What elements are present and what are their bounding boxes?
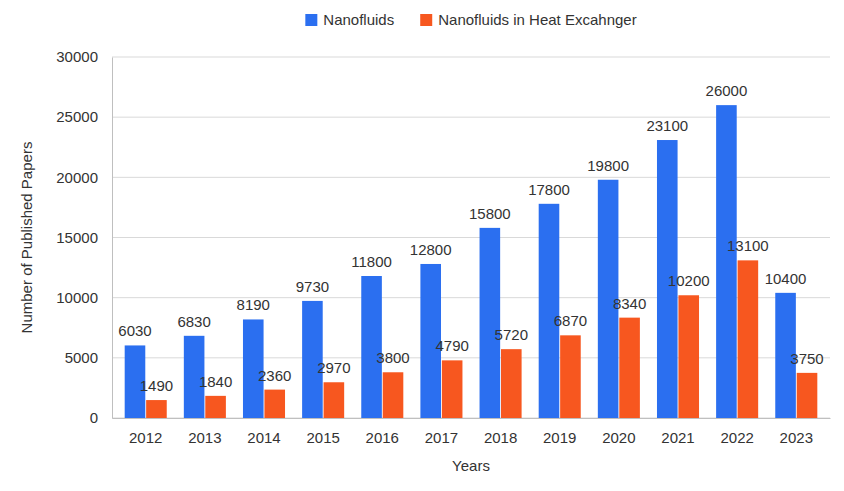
x-tick-label: 2015 <box>306 429 339 446</box>
data-label: 6030 <box>118 322 151 339</box>
x-tick: 2013 <box>188 418 221 446</box>
legend-label: Nanofluids in Heat Excahnger <box>438 11 636 28</box>
data-label: 10400 <box>765 270 807 287</box>
bar <box>560 335 581 418</box>
y-tick: 20000 <box>56 169 112 186</box>
legend-item: Nanofluids in Heat Excahnger <box>420 11 636 28</box>
legend-swatch <box>305 14 317 26</box>
x-tick: 2022 <box>720 418 753 446</box>
bar <box>361 276 382 418</box>
data-label: 15800 <box>469 205 511 222</box>
y-tick: 5000 <box>65 349 112 366</box>
legend-swatch <box>420 14 432 26</box>
bar <box>539 204 560 418</box>
data-label: 6870 <box>554 312 587 329</box>
x-tick: 2017 <box>425 418 458 446</box>
data-label: 13100 <box>727 237 769 254</box>
data-label: 23100 <box>646 117 688 134</box>
y-tick-label: 5000 <box>65 349 98 366</box>
x-axis-title: Years <box>452 457 490 474</box>
x-tick-label: 2014 <box>247 429 280 446</box>
y-axis: 0 5000 10000 15000 20000 25000 30000 <box>56 48 112 426</box>
x-tick-label: 2013 <box>188 429 221 446</box>
data-label: 1490 <box>140 377 173 394</box>
y-tick-label: 10000 <box>56 289 98 306</box>
x-tick-label: 2018 <box>484 429 517 446</box>
bar <box>738 260 759 418</box>
data-label: 19800 <box>587 157 629 174</box>
data-label: 9730 <box>296 278 329 295</box>
bar <box>264 390 285 418</box>
x-axis: 2012 2013 2014 2015 2016 2017 2018 2019 2020 2021… <box>113 418 831 446</box>
x-tick-label: 2016 <box>366 429 399 446</box>
y-tick: 30000 <box>56 48 112 65</box>
bar <box>442 360 463 418</box>
y-axis-line <box>112 58 113 419</box>
data-label: 3750 <box>790 350 823 367</box>
x-tick: 2018 <box>484 418 517 446</box>
x-tick: 2016 <box>366 418 399 446</box>
data-label: 8190 <box>237 296 270 313</box>
x-tick-label: 2023 <box>780 429 813 446</box>
y-axis-title: Number of Published Papers <box>18 142 35 334</box>
data-labels: 6030 6830 8190 9730 11800 12800 15800 17800 1980… <box>118 82 823 394</box>
data-label: 26000 <box>706 82 748 99</box>
x-tick-label: 2012 <box>129 429 162 446</box>
data-label: 8340 <box>613 295 646 312</box>
bar <box>324 382 345 418</box>
x-tick: 2012 <box>129 418 162 446</box>
bar <box>501 349 522 418</box>
chart: 0500010000150002000025000300002012201320… <box>0 0 844 491</box>
bar <box>716 105 737 418</box>
data-label: 10200 <box>668 272 710 289</box>
x-tick-label: 2017 <box>425 429 458 446</box>
bar <box>480 228 501 418</box>
legend-item: Nanofluids <box>305 11 394 28</box>
y-tick-label: 15000 <box>56 229 98 246</box>
y-tick: 25000 <box>56 108 112 125</box>
y-tick-label: 0 <box>90 409 98 426</box>
x-tick: 2015 <box>306 418 339 446</box>
bar <box>678 295 699 418</box>
x-tick: 2021 <box>661 418 694 446</box>
data-label: 2970 <box>317 359 350 376</box>
bar <box>619 318 640 418</box>
bars <box>125 105 818 418</box>
x-tick-label: 2020 <box>602 429 635 446</box>
x-tick: 2019 <box>543 418 576 446</box>
data-label: 2360 <box>258 367 291 384</box>
x-tick: 2020 <box>602 418 635 446</box>
y-tick-label: 20000 <box>56 169 98 186</box>
x-tick-label: 2022 <box>720 429 753 446</box>
y-tick: 0 <box>90 409 112 426</box>
x-tick-label: 2019 <box>543 429 576 446</box>
data-label: 6830 <box>177 313 210 330</box>
bar <box>146 400 167 418</box>
grid-line <box>112 57 830 58</box>
grid <box>112 57 830 418</box>
data-label: 5720 <box>495 326 528 343</box>
x-tick: 2023 <box>780 418 813 446</box>
data-label: 17800 <box>528 181 570 198</box>
y-tick-label: 25000 <box>56 108 98 125</box>
y-tick: 10000 <box>56 289 112 306</box>
legend-label: Nanofluids <box>323 11 394 28</box>
legend: Nanofluids Nanofluids in Heat Excahnger <box>305 11 636 28</box>
x-tick: 2014 <box>247 418 280 446</box>
data-label: 11800 <box>351 253 392 270</box>
data-label: 4790 <box>435 337 468 354</box>
y-tick-label: 30000 <box>56 48 98 65</box>
x-tick-label: 2021 <box>661 429 694 446</box>
data-label: 12800 <box>410 241 452 258</box>
bar <box>205 396 226 418</box>
bar <box>797 373 818 418</box>
bar <box>383 372 404 418</box>
x-axis-line <box>113 418 831 419</box>
y-tick: 15000 <box>56 229 112 246</box>
data-label: 1840 <box>199 373 232 390</box>
data-label: 3800 <box>376 349 409 366</box>
